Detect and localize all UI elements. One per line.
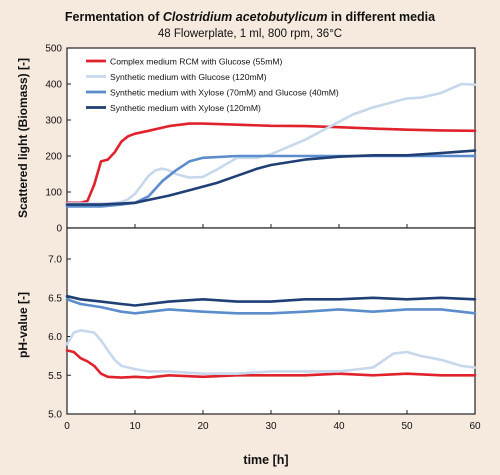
chart-title: Fermentation of Clostridium acetobutylic… [0, 10, 500, 24]
biomass-panel: 0 100 200 300 400 500 [45, 44, 477, 235]
chart-title-prefix: Fermentation of [64, 10, 163, 24]
biomass-plot-area [66, 47, 476, 229]
biomass-y-tick-label: 300 [45, 116, 62, 127]
biomass-series-line-1 [65, 122, 477, 205]
biomass-y-tick-label: 0 [56, 224, 62, 235]
x-tick-label: 10 [129, 421, 141, 432]
ph-y-tick-label: 6.5 [48, 293, 62, 304]
x-tick-label: 0 [64, 421, 70, 432]
ph-y-tick-label: 5.5 [48, 371, 62, 382]
x-tick-label: 30 [265, 421, 277, 432]
chart-subtitle: 48 Flowerplate, 1 ml, 800 rpm, 36°C [157, 28, 343, 40]
ph-y-axis-label: pH-value [-] [16, 292, 30, 358]
x-tick-label: 50 [401, 421, 413, 432]
time-x-axis-label: time [h] [243, 453, 288, 467]
biomass-y-axis-label: Scattered light (Biomass) [-] [16, 58, 30, 218]
ph-series-line-4 [65, 294, 477, 307]
biomass-series-line-4 [65, 149, 477, 206]
ph-plot-area [66, 227, 476, 415]
biomass-y-tick-label: 400 [45, 80, 62, 91]
chart-title-organism: Clostridium acetobutylicum [162, 10, 328, 24]
ph-series-line-1 [65, 349, 477, 379]
legend-label-1: Complex medium RCM with Glucose (55mM) [110, 56, 283, 66]
ph-y-tick-label: 6.0 [48, 332, 62, 343]
legend: Complex medium RCM with Glucose (55mM) Sy… [86, 56, 339, 113]
chart-title-suffix: in different media [327, 10, 436, 24]
x-tick-label: 60 [469, 421, 481, 432]
biomass-y-tick-label: 500 [45, 44, 62, 55]
legend-label-2: Synthetic medium with Glucose (120mM) [110, 72, 267, 82]
x-tick-label: 40 [333, 421, 345, 432]
ph-panel: 5.0 5.5 6.0 6.5 7.0 0 10 20 30 40 50 60 [48, 227, 481, 432]
ph-series-line-3 [65, 297, 477, 315]
biomass-y-tick-label: 100 [45, 188, 62, 199]
x-tick-label: 20 [197, 421, 209, 432]
ph-y-tick-label: 7.0 [48, 255, 62, 266]
ph-y-tick-label: 5.0 [48, 410, 62, 421]
biomass-y-tick-label: 200 [45, 152, 62, 163]
legend-label-4: Synthetic medium with Xylose (120mM) [110, 103, 261, 113]
ph-series-line-2 [65, 328, 477, 376]
biomass-series-line-2 [65, 82, 477, 205]
legend-label-3: Synthetic medium with Xylose (70mM) and … [110, 87, 339, 97]
